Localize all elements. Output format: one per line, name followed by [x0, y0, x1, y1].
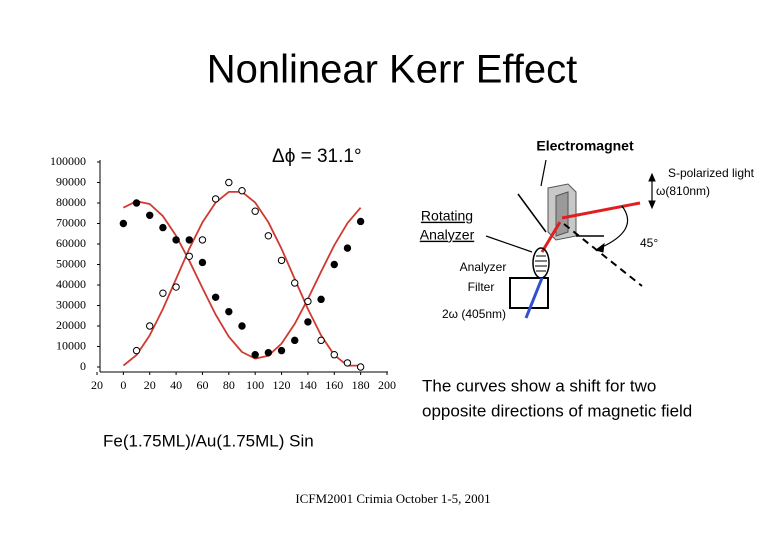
diagram-label: 45° [640, 236, 658, 250]
data-point [172, 283, 180, 291]
y-tick-label: 0 [80, 359, 86, 373]
footer: ICFM2001 Crimia October 1-5, 2001 [295, 491, 490, 506]
data-point [264, 232, 273, 240]
harmonic-beam [524, 277, 544, 319]
y-tick-label: 40000 [56, 277, 86, 291]
data-point [330, 351, 338, 359]
x-tick-label: 20 [91, 378, 103, 392]
data-point [185, 236, 193, 244]
data-point [225, 307, 233, 316]
diagram [485, 159, 656, 319]
data-point [277, 256, 286, 265]
reflected-beam [540, 221, 562, 253]
data-point [330, 260, 338, 269]
data-point [317, 336, 325, 345]
data-point [304, 318, 312, 326]
data-point [356, 217, 365, 226]
data-point [264, 348, 273, 357]
diagram-label: S-polarized light [668, 166, 755, 180]
caption: opposite directions of magnetic field [422, 401, 692, 420]
arrow-head [648, 200, 656, 210]
data-point [185, 252, 193, 260]
x-tick-label: 80 [223, 378, 235, 392]
chart-annotation: Δϕ = 31.1° [272, 146, 362, 167]
diagram-label: 2ω (405nm) [442, 307, 506, 321]
slide-title: Nonlinear Kerr Effect [207, 48, 578, 92]
y-tick-label: 50000 [56, 256, 86, 270]
data-point [132, 346, 141, 355]
fit-curve [122, 191, 361, 367]
x-tick-label: 0 [120, 378, 126, 392]
y-tick-label: 70000 [56, 215, 86, 229]
y-tick-label: 60000 [56, 236, 86, 250]
x-tick-label: 60 [196, 378, 208, 392]
x-tick-label: 180 [352, 378, 370, 392]
data-point [159, 223, 167, 232]
data-point [211, 195, 220, 203]
data-point [198, 258, 207, 267]
data-point [356, 363, 365, 371]
data-point [343, 244, 352, 252]
fit-curve [122, 200, 362, 360]
x-tick-label: 140 [299, 378, 317, 392]
data-point [238, 322, 246, 330]
y-tick-label: 100000 [50, 154, 86, 168]
y-tick-label: 30000 [56, 297, 86, 311]
x-tick-label: 20 [144, 378, 156, 392]
arrow-head [594, 242, 605, 253]
data-point [225, 178, 233, 187]
analyzer-lens [532, 247, 550, 279]
x-tick-label: 40 [170, 378, 182, 392]
data-point [146, 211, 154, 220]
diagram-label: Filter [468, 280, 495, 294]
data-point [238, 187, 246, 195]
incident-beam [561, 201, 641, 220]
data-point [211, 293, 220, 301]
pointer-line [485, 235, 533, 253]
arrow-head [648, 172, 656, 182]
reflected-axis [563, 223, 643, 287]
diagram-label: Rotating [421, 208, 473, 224]
data-point [291, 279, 299, 287]
angle-arc [599, 205, 629, 249]
data-point [317, 295, 325, 304]
data-point [146, 322, 154, 330]
diagram-label: Analyzer [420, 227, 475, 243]
y-tick-label: 90000 [56, 174, 86, 188]
data-point [172, 236, 180, 244]
pointer-line [540, 159, 547, 187]
data-point [251, 351, 259, 359]
y-tick-label: 80000 [56, 195, 86, 209]
data-point [304, 297, 312, 306]
x-tick-label: 120 [273, 378, 291, 392]
filter-box [509, 277, 549, 309]
data-point [198, 236, 207, 244]
caption: The curves show a shift for two [422, 376, 656, 395]
diagram-label: Electromagnet [536, 138, 634, 154]
magnet-line [517, 193, 547, 233]
data-point [159, 289, 167, 297]
electromagnet-face [555, 191, 569, 237]
data-point [132, 199, 141, 207]
data-point [291, 336, 299, 345]
x-tick-label: 160 [325, 378, 343, 392]
data-point [119, 219, 128, 228]
y-tick-label: 10000 [56, 338, 86, 352]
data-point [277, 346, 286, 355]
data-point [343, 359, 352, 367]
x-tick-label: 100 [246, 378, 264, 392]
diagram-label: Analyzer [460, 260, 507, 274]
sample-label: Fe(1.75ML)/Au(1.75ML) Sin [103, 431, 314, 450]
data-point [251, 207, 259, 215]
y-tick-label: 20000 [56, 318, 86, 332]
diagram-label: ω(810nm) [656, 184, 710, 198]
x-tick-label: 200 [378, 378, 396, 392]
